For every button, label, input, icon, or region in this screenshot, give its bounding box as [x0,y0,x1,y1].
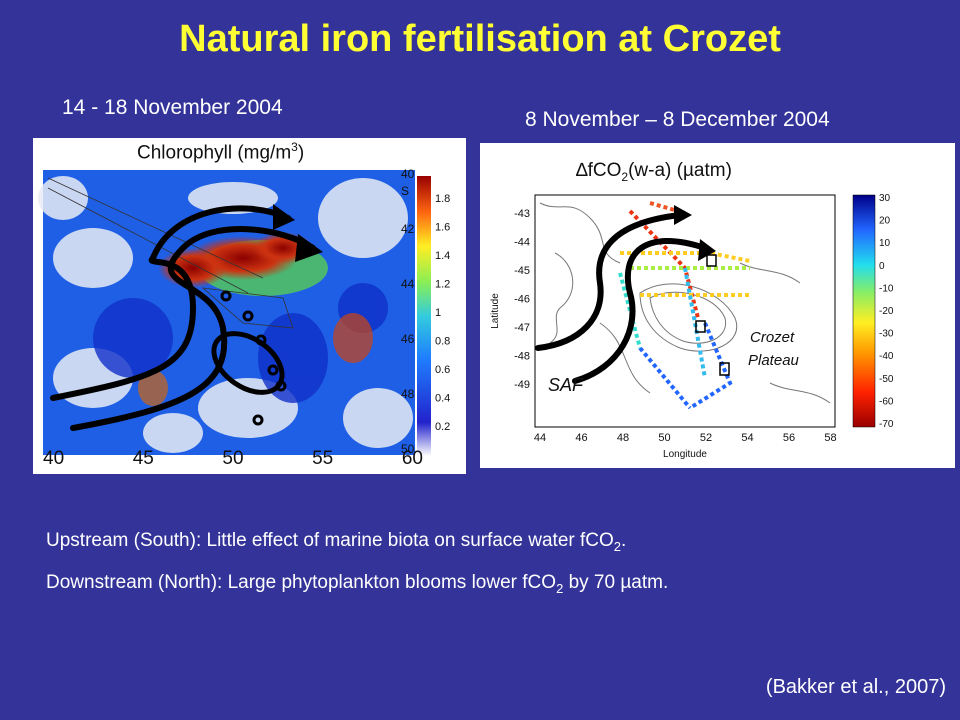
plateau-label: Plateau [748,352,800,369]
fco2-map: SAF Crozet Plateau -43 -44 -45 -46 -47 -48 -49… [490,193,894,460]
crozet-label: Crozet [750,329,795,346]
latitude-label: 48 [401,387,415,401]
lon-label: 40 [43,448,65,469]
fco2-colorbar-label: -60 [879,396,894,407]
corner-label: S [401,184,409,198]
fco2-colorbar-label: 20 [879,216,891,227]
latitude-label: 46 [401,332,415,346]
latitude-tick: -45 [514,265,530,277]
station-markers [220,290,287,426]
saf-label: SAF [548,375,584,395]
fco2-colorbar-label: 10 [879,238,891,249]
latitude-axis-label: Latitude [490,293,501,329]
latitude-label: 50 [401,442,415,456]
latitude-label: 42 [401,222,415,236]
bathymetry-contours [539,202,831,404]
saf-arrow-heads [674,205,716,261]
fco2-colorbar [852,194,876,428]
longitude-tick: 46 [575,432,587,444]
longitude-tick: 56 [783,432,795,444]
fco2-title: ∆fCO2(w-a) (µatm) [576,160,732,184]
reference: (Bakker et al., 2007) [765,676,946,698]
latitude-tick: -49 [514,379,530,391]
current-arrows [50,205,316,431]
chlorophyll-colorbar-label: 1.2 [435,279,450,291]
latitude-label: 40 [401,167,415,181]
arrow-heads [273,204,323,262]
chlorophyll-colorbar-label: 1.6 [435,222,450,234]
lon-label: 45 [132,448,154,469]
fco2-colorbar-label: 30 [879,193,891,204]
chlorophyll-title: Chlorophyll (mg/m3) [137,140,305,164]
chlorophyll-colorbar-label: 0.2 [435,421,450,433]
fco2-colorbar-label: -70 [879,419,894,430]
chlorophyll-map-panel: 1.8 1.6 1.4 1.2 1 0.8 0.6 0.4 0.2 40 42 44 46 48 50 S… [33,138,466,474]
longitude-tick: 50 [658,432,670,444]
bloom-region [138,232,373,406]
saf-arrows [535,212,708,384]
fco2-colorbar-label: 0 [879,261,885,272]
latitude-tick: -46 [514,294,530,306]
latitude-tick: -47 [514,322,530,334]
slide-title: Natural iron fertilisation at Crozet [179,18,781,60]
lon-label: 55 [312,448,334,469]
latitude-tick: -48 [514,351,530,363]
chlorophyll-colorbar-label: 0.6 [435,364,450,376]
date-left: 14 - 18 November 2004 [62,96,283,119]
fco2-colorbar-label: -30 [879,329,894,340]
caption-upstream: Upstream (South): Little effect of marin… [46,530,627,554]
fco2-colorbar-label: -20 [879,306,894,317]
longitude-tick: 58 [824,432,836,444]
chlorophyll-colorbar-label: 0.8 [435,336,450,348]
longitude-tick: 54 [741,432,753,444]
fco2-colorbar-label: -50 [879,374,894,385]
fco2-colorbar-label: -40 [879,351,894,362]
latitude-tick: -44 [514,237,530,249]
chlorophyll-colorbar-label: 1 [435,307,441,319]
fco2-colorbar-label: -10 [879,283,894,294]
latitude-tick: -43 [514,208,530,220]
longitude-tick: 44 [534,432,546,444]
latitude-label: 44 [401,277,415,291]
longitude-axis-label: Longitude [663,449,707,460]
longitude-labels: 40 45 50 55 60 [43,448,423,470]
date-right: 8 November – 8 December 2004 [525,108,830,131]
longitude-tick: 52 [700,432,712,444]
chlorophyll-map: 1.8 1.6 1.4 1.2 1 0.8 0.6 0.4 0.2 40 42 44 46 48 50 S [38,167,450,456]
chlorophyll-colorbar-label: 0.4 [435,393,450,405]
chlorophyll-colorbar-label: 1.4 [435,250,450,262]
longitude-tick: 48 [617,432,629,444]
fco2-map-panel: SAF Crozet Plateau -43 -44 -45 -46 -47 -48 -49… [480,143,955,468]
caption-downstream: Downstream (North): Large phytoplankton … [46,572,669,596]
cloud-patches [38,176,413,453]
station-boxes [695,254,730,376]
chlorophyll-colorbar-label: 1.8 [435,193,450,205]
chlorophyll-colorbar [417,176,431,456]
lon-label: 50 [222,448,244,469]
lon-label: 60 [401,448,423,469]
